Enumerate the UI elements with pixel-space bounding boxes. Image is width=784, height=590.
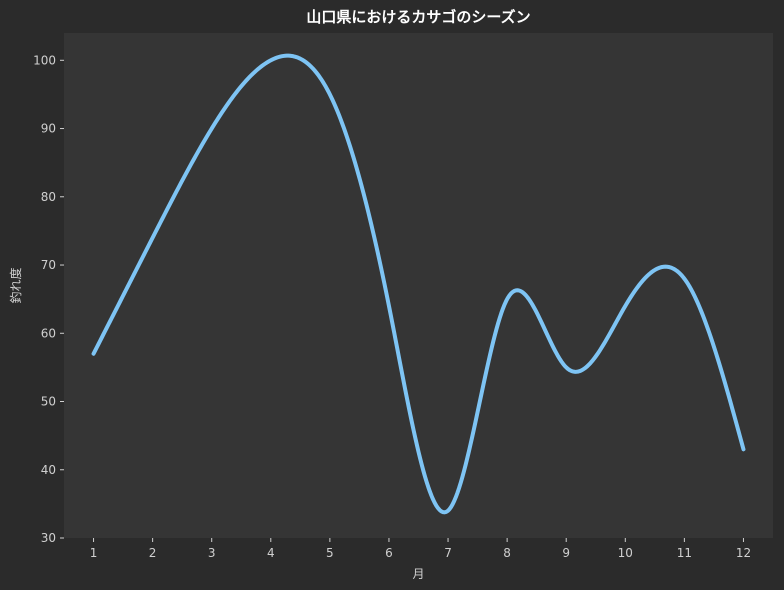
- y-tick-label: 50: [41, 395, 56, 409]
- x-tick-label: 9: [562, 546, 570, 560]
- x-tick-label: 7: [444, 546, 452, 560]
- y-tick-label: 40: [41, 463, 56, 477]
- x-tick-label: 12: [736, 546, 751, 560]
- x-axis-label: 月: [412, 567, 424, 581]
- data-point: [269, 58, 273, 62]
- x-tick-label: 8: [503, 546, 511, 560]
- series-line: [91, 53, 746, 515]
- data-point: [682, 277, 686, 281]
- x-tick-label: 11: [677, 546, 692, 560]
- y-tick-label: 70: [41, 258, 56, 272]
- x-tick-label: 4: [267, 546, 275, 560]
- y-axis-label: 釣れ度: [8, 267, 23, 303]
- series-layer: [91, 53, 746, 515]
- data-point: [623, 304, 627, 308]
- data-point: [92, 352, 96, 356]
- y-tick-label: 100: [33, 53, 56, 67]
- data-point: [741, 447, 745, 451]
- x-tick-label: 2: [149, 546, 157, 560]
- y-axis: 30 40 50 60 70 80 90 100: [33, 53, 64, 545]
- data-point: [446, 509, 450, 513]
- x-tick-label: 1: [90, 546, 98, 560]
- y-tick-label: 30: [41, 531, 56, 545]
- chart-title: 山口県におけるカサゴのシーズン: [306, 8, 530, 26]
- data-point: [564, 365, 568, 369]
- y-tick-label: 60: [41, 326, 56, 340]
- x-tick-label: 6: [385, 546, 393, 560]
- plot-area: [64, 33, 773, 538]
- x-tick-label: 10: [618, 546, 633, 560]
- x-axis: 1 2 3 4 5 6 7 8 9 10 11 12: [90, 538, 751, 560]
- data-point: [151, 236, 155, 240]
- x-tick-label: 5: [326, 546, 334, 560]
- y-tick-label: 90: [41, 122, 56, 136]
- x-tick-label: 3: [208, 546, 216, 560]
- data-point: [387, 304, 391, 308]
- data-point: [210, 127, 214, 131]
- data-point: [328, 92, 332, 96]
- data-point: [505, 297, 509, 301]
- y-tick-label: 80: [41, 190, 56, 204]
